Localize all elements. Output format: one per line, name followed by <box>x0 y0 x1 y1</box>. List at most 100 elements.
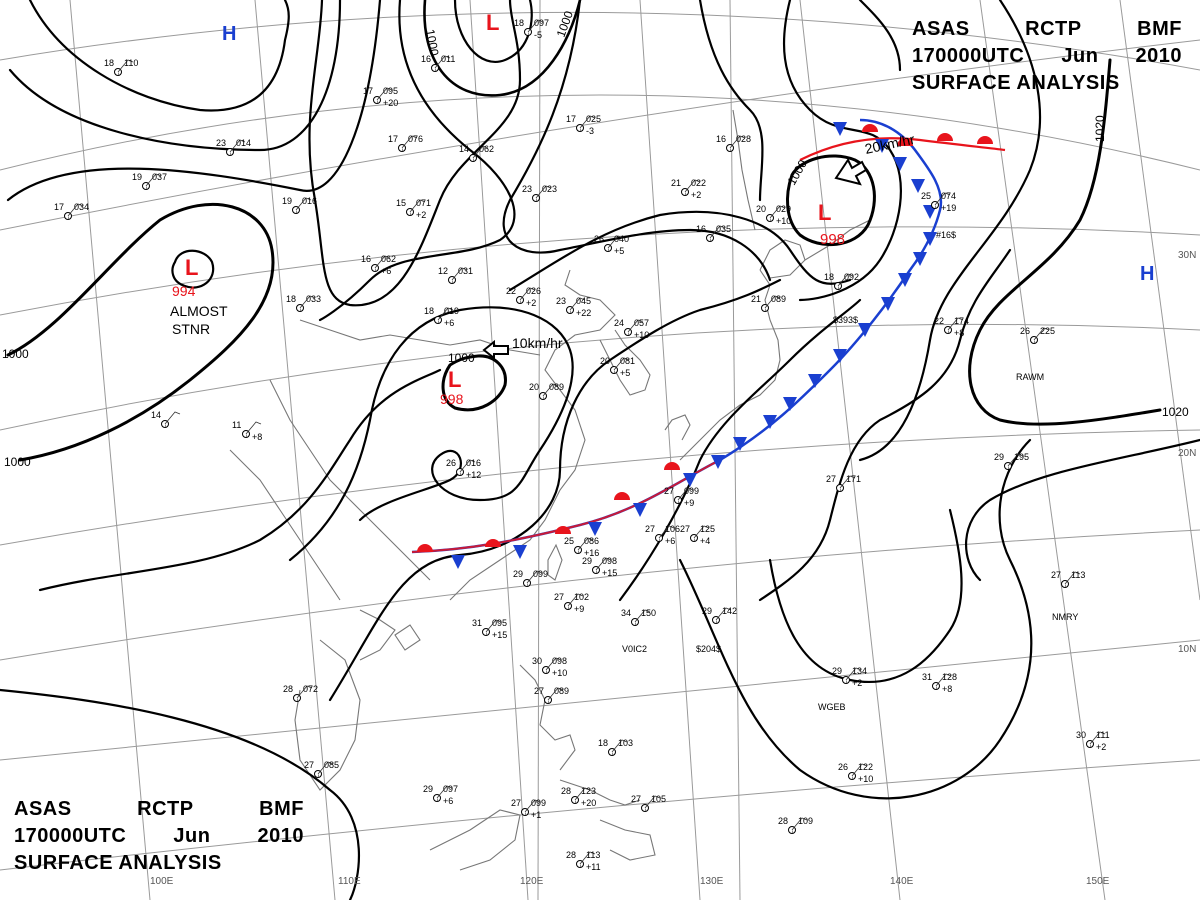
station-pressure: 089 <box>549 382 564 392</box>
station-tendency: +2 <box>1096 742 1106 752</box>
station-s38: 27 099 +9 <box>664 486 699 508</box>
station-s22: 20 029 +10 <box>756 204 791 226</box>
station-s56: 11 +8 <box>232 420 262 442</box>
isobar-label-g: 1020 <box>1093 115 1107 142</box>
wind-barb <box>299 295 316 309</box>
coast-visayas <box>559 779 641 806</box>
station-temp: 18 <box>514 18 524 28</box>
station-tendency: +6 <box>665 536 675 546</box>
lon-label-100e: 100E <box>150 876 174 887</box>
station-pressure: 040 <box>614 234 629 244</box>
station-temp: 17 <box>363 86 373 96</box>
station-temp: 12 <box>438 266 448 276</box>
station-temp: 23 <box>522 184 532 194</box>
station-s09: 19 016 <box>282 196 317 214</box>
station-pressure: 037 <box>152 172 167 182</box>
station-s32: 31 095 +15 <box>472 618 507 640</box>
station-temp: 22 <box>506 286 516 296</box>
header-top-product: BMF <box>1137 18 1182 40</box>
header-bottom-center: RCTP <box>137 798 194 820</box>
isobar-china-c <box>0 688 360 900</box>
station-pressure: 099 <box>533 569 548 579</box>
station-temp: 29 <box>423 784 433 794</box>
station-s12: 16 062 +6 <box>361 254 396 276</box>
station-s24: 21 089 <box>751 294 786 312</box>
station-pressure: 016 <box>302 196 317 206</box>
meridian-160e <box>1119 0 1200 601</box>
station-s06: 17 025 -3 <box>566 114 601 136</box>
station-pressure: 014 <box>236 138 251 148</box>
parallel-10n <box>0 639 1200 761</box>
wind-barb <box>607 235 624 249</box>
station-pressure: 099 <box>684 486 699 496</box>
cold-front-triangle <box>911 179 925 193</box>
station-pressure: 057 <box>634 318 649 328</box>
coast-kuril <box>804 219 871 261</box>
station-temp: 27 <box>826 474 836 484</box>
isobar-east-low-a <box>782 0 902 302</box>
station-tendency: +5 <box>620 368 630 378</box>
wind-barb <box>1089 731 1106 745</box>
header-top-line1: ASAS RCTP BMF <box>912 16 1182 43</box>
station-pressure: 102 <box>574 592 589 602</box>
station-pressure: 134 <box>852 666 867 676</box>
station-temp: 21 <box>671 178 681 188</box>
lat-label-10n: 10N <box>1178 644 1196 655</box>
station-tendency: +8 <box>942 684 952 694</box>
station-tendency: +2 <box>852 678 862 688</box>
cold-front-triangle <box>808 374 822 388</box>
wind-barb <box>634 609 651 623</box>
isobar-top-low-outer <box>423 0 582 97</box>
header-bottom-month: Jun <box>173 825 211 847</box>
cold-front-triangle <box>875 139 889 153</box>
wind-barb <box>295 197 312 211</box>
wind-barb <box>1007 453 1024 467</box>
cold-front-triangle <box>783 397 797 411</box>
warm-front-semicircle <box>485 539 501 547</box>
station-temp: 27 <box>511 798 521 808</box>
station-s08: 23 014 <box>216 138 251 156</box>
meridian-100e <box>69 0 151 900</box>
station-pressure: 025 <box>586 114 601 124</box>
wind-barb <box>527 19 544 33</box>
station-temp: 28 <box>566 850 576 860</box>
wind-barb <box>579 851 596 865</box>
cold-front-triangle <box>588 522 602 536</box>
header-top-agency: ASAS <box>912 18 970 40</box>
wind-barb <box>715 607 732 621</box>
station-temp: 27 <box>664 486 674 496</box>
station-tendency: +6 <box>381 266 391 276</box>
station-s57: 14 <box>151 410 181 428</box>
station-pressure: 105 <box>651 794 666 804</box>
station-pressure: 113 <box>1071 570 1085 580</box>
parallel-20n <box>0 429 1200 546</box>
station-pressure: 022 <box>691 178 706 188</box>
station-tendency: +12 <box>466 470 481 480</box>
wind-barb <box>729 135 746 149</box>
low-marker-china: L <box>448 367 461 392</box>
isobar-east-low-1000 <box>786 154 876 247</box>
low-value-east: 998 <box>820 231 845 248</box>
station-temp: 27 <box>534 686 544 696</box>
station-temp: 28 <box>778 816 788 826</box>
station-s04: 17 095 +20 <box>363 86 398 108</box>
isobar-east-low-b <box>858 0 902 72</box>
motion-label-china-low: 10km/hr <box>512 335 563 351</box>
station-tendency: +10 <box>552 668 567 678</box>
lat-label-20n: 20N <box>1178 448 1196 459</box>
station-temp: 21 <box>751 294 761 304</box>
graticule-labels: 30N 20N 10N 100E 110E 120E 130E 140E 150… <box>150 250 1196 887</box>
station-tendency: +20 <box>383 98 398 108</box>
station-temp: 23 <box>556 296 566 306</box>
cold-front-triangle <box>913 252 927 266</box>
wind-barb <box>764 295 781 309</box>
low-value-china: 998 <box>440 391 464 407</box>
station-pressure: 028 <box>736 134 751 144</box>
coast-mainland-west <box>229 449 341 601</box>
isobar-994-inner <box>171 249 215 289</box>
cold-front-triangle <box>893 157 907 171</box>
station-pressure: 098 <box>602 556 617 566</box>
station-pressure: 023 <box>542 184 557 194</box>
station-pressure: 081 <box>620 356 635 366</box>
